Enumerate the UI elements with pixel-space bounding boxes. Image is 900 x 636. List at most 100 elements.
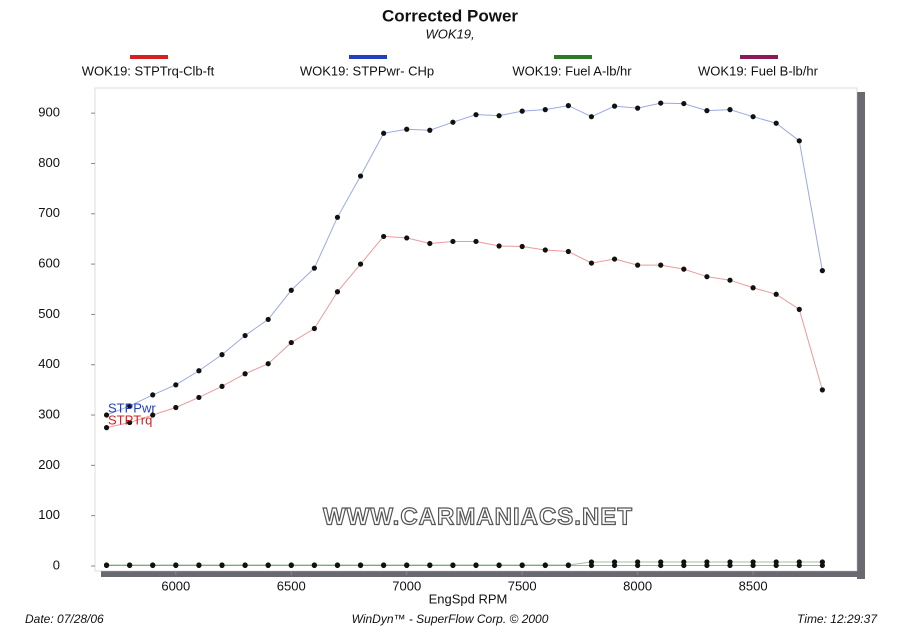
- data-point: [288, 562, 294, 569]
- series-annotation: STPPwr: [108, 400, 156, 415]
- data-point: [496, 243, 502, 249]
- data-point: [773, 120, 779, 126]
- data-point: [381, 130, 387, 136]
- x-tick-label: 8000: [623, 578, 652, 593]
- data-point: [381, 233, 387, 240]
- y-tick-label: 700: [38, 205, 60, 220]
- data-point: [219, 383, 225, 389]
- data-point: [242, 562, 248, 569]
- data-point: [242, 371, 248, 377]
- data-point: [173, 404, 179, 411]
- data-point: [357, 173, 364, 179]
- data-point: [796, 306, 802, 312]
- data-point: [288, 339, 294, 346]
- data-point: [727, 562, 733, 569]
- data-point: [658, 100, 664, 106]
- data-point: [588, 260, 595, 266]
- y-tick-label: 900: [38, 105, 60, 120]
- data-point: [242, 332, 248, 339]
- data-point: [773, 291, 779, 297]
- plot-frame: [94, 87, 858, 572]
- data-point: [542, 247, 548, 253]
- data-point: [588, 562, 595, 569]
- data-point: [127, 419, 133, 426]
- legend-label: WOK19: Fuel B-lb/hr: [698, 63, 819, 78]
- data-point: [334, 214, 341, 220]
- data-point: [450, 119, 456, 125]
- data-point: [819, 387, 825, 393]
- x-tick-label: 6500: [277, 578, 306, 593]
- series-annotation: STPTrq: [108, 412, 152, 427]
- data-point: [103, 562, 110, 569]
- data-point: [750, 562, 756, 569]
- data-point: [542, 562, 548, 569]
- legend-swatch: [740, 55, 778, 59]
- footer-date: Date: 07/28/06: [25, 612, 104, 626]
- data-point: [819, 268, 825, 274]
- data-point: [381, 562, 387, 569]
- data-point: [658, 262, 664, 268]
- data-point: [173, 562, 179, 569]
- data-point: [635, 562, 641, 569]
- data-point: [196, 368, 202, 374]
- data-point: [611, 562, 618, 569]
- footer-credit: WinDyn™ - SuperFlow Corp. © 2000: [352, 612, 549, 626]
- data-point: [588, 114, 595, 120]
- y-tick-label: 100: [38, 507, 60, 522]
- data-point: [311, 562, 317, 569]
- data-point: [635, 105, 641, 111]
- y-tick-label: 800: [38, 155, 60, 170]
- data-point: [681, 562, 687, 569]
- watermark: WWW.CARMANIACS.NET: [323, 503, 633, 530]
- data-point: [311, 325, 317, 332]
- data-point: [704, 562, 710, 569]
- data-point: [357, 562, 364, 569]
- data-point: [519, 243, 525, 250]
- y-tick-label: 300: [38, 406, 60, 421]
- data-point: [704, 274, 710, 280]
- plot-shadow: [857, 92, 865, 579]
- data-point: [565, 562, 571, 569]
- data-point: [150, 562, 156, 569]
- data-point: [334, 289, 341, 295]
- x-tick-label: 8500: [739, 578, 768, 593]
- y-tick-label: 600: [38, 256, 60, 271]
- data-point: [404, 126, 410, 132]
- data-point: [727, 107, 733, 113]
- data-point: [796, 138, 802, 144]
- legend-label: WOK19: STPTrq-Clb-ft: [82, 63, 215, 78]
- x-tick-label: 7000: [392, 578, 421, 593]
- data-point: [519, 108, 525, 114]
- legend-label: WOK19: STPPwr- CHp: [300, 63, 434, 78]
- data-point: [681, 266, 687, 272]
- data-point: [311, 265, 317, 271]
- data-point: [611, 103, 618, 109]
- data-point: [173, 382, 179, 388]
- data-point: [103, 425, 110, 431]
- data-point: [150, 392, 156, 398]
- y-tick-label: 500: [38, 306, 60, 321]
- data-point: [427, 562, 433, 569]
- chart-subtitle: WOK19,: [425, 26, 474, 41]
- y-tick-label: 400: [38, 356, 60, 371]
- data-point: [404, 562, 410, 569]
- data-point: [496, 113, 502, 119]
- data-point: [635, 262, 641, 268]
- data-point: [265, 361, 271, 367]
- data-point: [196, 394, 202, 401]
- data-point: [542, 107, 548, 113]
- x-tick-label: 6000: [161, 578, 190, 593]
- data-point: [265, 316, 271, 323]
- data-point: [565, 103, 571, 109]
- data-point: [750, 114, 756, 120]
- y-tick-label: 200: [38, 457, 60, 472]
- data-point: [150, 412, 156, 418]
- data-point: [265, 562, 271, 569]
- data-point: [658, 562, 664, 569]
- chart-title: Corrected Power: [382, 6, 518, 25]
- data-point: [473, 562, 479, 569]
- data-point: [496, 562, 502, 569]
- x-axis-label: EngSpd RPM: [429, 591, 508, 606]
- data-point: [681, 100, 687, 107]
